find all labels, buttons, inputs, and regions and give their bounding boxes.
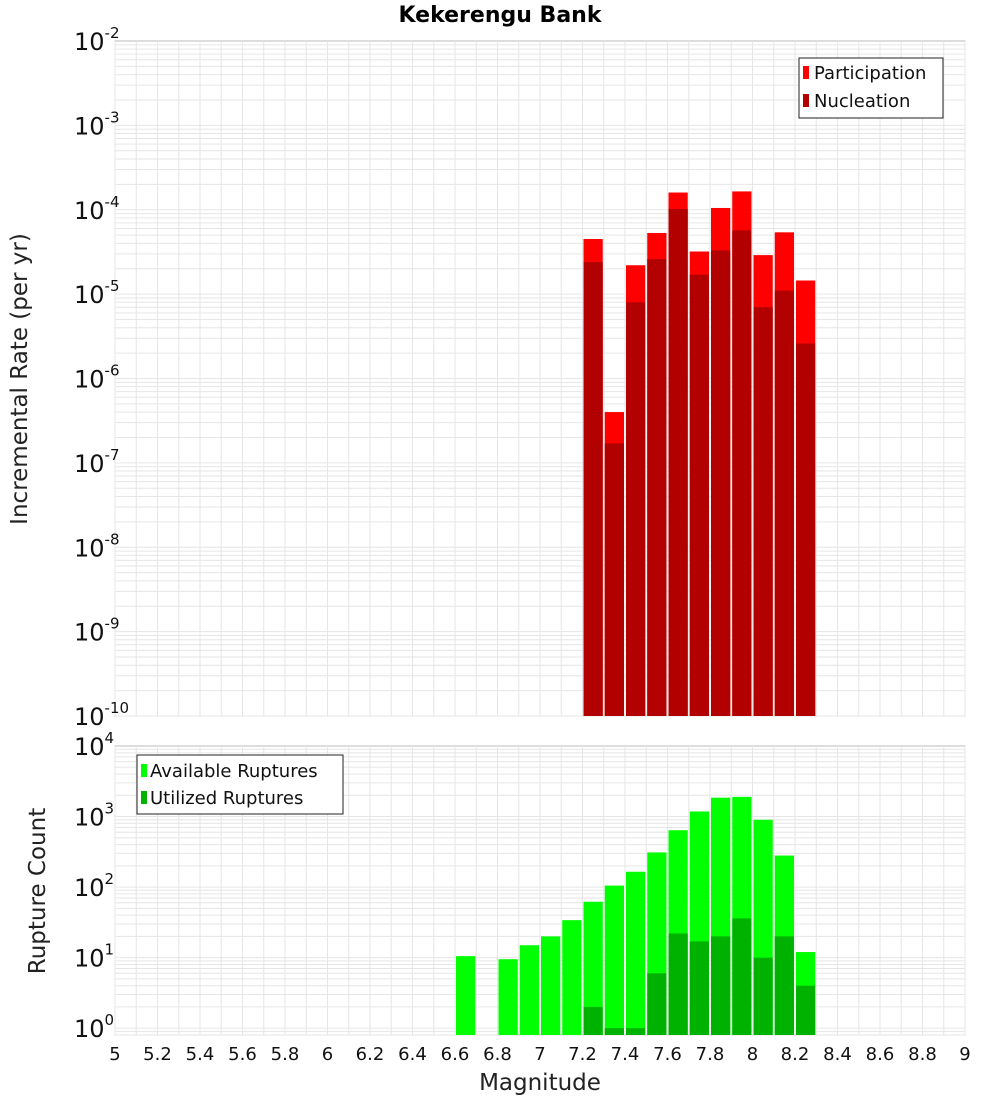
x-tick-label: 5.6 xyxy=(228,1044,257,1065)
x-tick-label: 5.2 xyxy=(143,1044,172,1065)
x-tick-label: 6.4 xyxy=(398,1044,427,1065)
rate-bars xyxy=(583,191,816,717)
count-bar-series2 xyxy=(604,1028,624,1035)
rate-y-tick-label: 10-9 xyxy=(74,615,120,647)
x-tick-label: 7.6 xyxy=(653,1044,682,1065)
count-bar-series2 xyxy=(774,936,794,1035)
count-bar-series1 xyxy=(562,920,582,1035)
rate-bar-series2 xyxy=(626,302,646,716)
count-bar-series1 xyxy=(498,959,518,1035)
count-bar-series1 xyxy=(604,885,624,1035)
x-axis-ticks: 5 5.2 5.4 5.6 5.8 6 6.2 6.4 6.6 6.8 7 7.2 7.4 7.6 7.8 8… xyxy=(109,1044,970,1065)
count-bar-series1 xyxy=(626,871,646,1035)
x-tick-label: 8.6 xyxy=(866,1044,895,1065)
chart-title: Kekerengu Bank xyxy=(399,3,603,28)
rate-bar-series2 xyxy=(732,230,752,716)
rate-bar-series2 xyxy=(753,307,773,716)
count-y-axis-label: Rupture Count xyxy=(25,808,51,974)
x-tick-label: 8.4 xyxy=(823,1044,852,1065)
rate-y-tick-label: 10-3 xyxy=(74,108,120,140)
rate-bar-series2 xyxy=(796,343,816,716)
rate-y-axis-label: Incremental Rate (per yr) xyxy=(7,233,33,525)
x-tick-label: 5.4 xyxy=(186,1044,215,1065)
count-bar-series1 xyxy=(541,936,561,1035)
rate-y-tick-label: 10-8 xyxy=(74,530,120,562)
x-tick-label: 6.6 xyxy=(441,1044,470,1065)
count-bar-series1 xyxy=(519,945,539,1035)
count-y-tick-label: 102 xyxy=(74,870,114,902)
x-axis-label: Magnitude xyxy=(479,1070,601,1096)
x-tick-label: 8.2 xyxy=(781,1044,810,1065)
count-bar-series1 xyxy=(583,901,603,1035)
rate-legend: Participation Nucleation xyxy=(798,57,944,119)
x-tick-label: 9 xyxy=(959,1044,970,1065)
rate-bar-series2 xyxy=(774,290,794,716)
participation-legend-label: Participation xyxy=(814,63,926,84)
x-tick-label: 6.8 xyxy=(483,1044,512,1065)
rate-legend-box xyxy=(798,57,944,119)
rate-bar-series2 xyxy=(647,259,667,716)
x-tick-label: 7 xyxy=(534,1044,545,1065)
count-bar-series2 xyxy=(711,936,731,1035)
rate-bar-series2 xyxy=(583,262,603,716)
rate-y-tick-label: 10-5 xyxy=(74,277,120,309)
count-bars xyxy=(456,796,816,1035)
rate-y-tick-label: 10-7 xyxy=(74,446,120,478)
count-y-tick-label: 101 xyxy=(74,941,114,973)
rate-y-tick-label: 10-6 xyxy=(74,362,120,394)
rate-bar-series2 xyxy=(604,443,624,716)
rate-y-tick-label: 10-10 xyxy=(74,699,129,731)
count-bar-series2 xyxy=(626,1028,646,1035)
available-legend-label: Available Ruptures xyxy=(150,761,318,782)
count-bar-series2 xyxy=(647,973,667,1035)
x-tick-label: 7.4 xyxy=(611,1044,640,1065)
utilized-legend-label: Utilized Ruptures xyxy=(150,788,303,809)
x-tick-label: 6 xyxy=(322,1044,333,1065)
rate-bar-series2 xyxy=(668,209,688,716)
count-y-tick-label: 100 xyxy=(74,1011,114,1043)
available-legend-swatch xyxy=(141,764,147,777)
x-tick-label: 5.8 xyxy=(271,1044,300,1065)
count-bar-series2 xyxy=(583,1006,603,1035)
x-tick-label: 5 xyxy=(109,1044,120,1065)
nucleation-legend-swatch xyxy=(803,94,809,107)
count-bar-series2 xyxy=(753,957,773,1035)
count-bar-series2 xyxy=(732,918,752,1035)
x-tick-label: 7.2 xyxy=(568,1044,597,1065)
rate-grid xyxy=(114,41,966,717)
count-y-ticks: 104 103 102 101 100 xyxy=(74,729,114,1043)
count-y-tick-label: 104 xyxy=(74,729,114,761)
nucleation-legend-label: Nucleation xyxy=(814,91,910,112)
rate-panel: 10-2 10-3 10-4 10-5 10-6 10-7 10-8 10-9 10-10 In… xyxy=(7,24,966,731)
count-bar-series2 xyxy=(668,933,688,1035)
count-bar-series2 xyxy=(796,985,816,1035)
count-panel: 104 103 102 101 100 Rupture Count Available … xyxy=(25,729,966,1043)
x-tick-label: 8.8 xyxy=(908,1044,937,1065)
count-y-tick-label: 103 xyxy=(74,800,114,832)
count-bar-series2 xyxy=(689,941,709,1035)
x-tick-label: 8 xyxy=(747,1044,758,1065)
rate-y-tick-label: 10-4 xyxy=(74,193,120,225)
rate-bar-series2 xyxy=(689,274,709,716)
count-bar-series1 xyxy=(456,956,476,1035)
rate-bar-series2 xyxy=(711,250,731,717)
utilized-legend-swatch xyxy=(141,791,147,804)
x-tick-label: 7.8 xyxy=(696,1044,725,1065)
participation-legend-swatch xyxy=(803,66,809,79)
count-legend: Available Ruptures Utilized Ruptures xyxy=(136,754,344,815)
x-tick-label: 6.2 xyxy=(356,1044,385,1065)
rate-y-tick-label: 10-2 xyxy=(74,24,120,56)
count-legend-box xyxy=(136,754,344,815)
